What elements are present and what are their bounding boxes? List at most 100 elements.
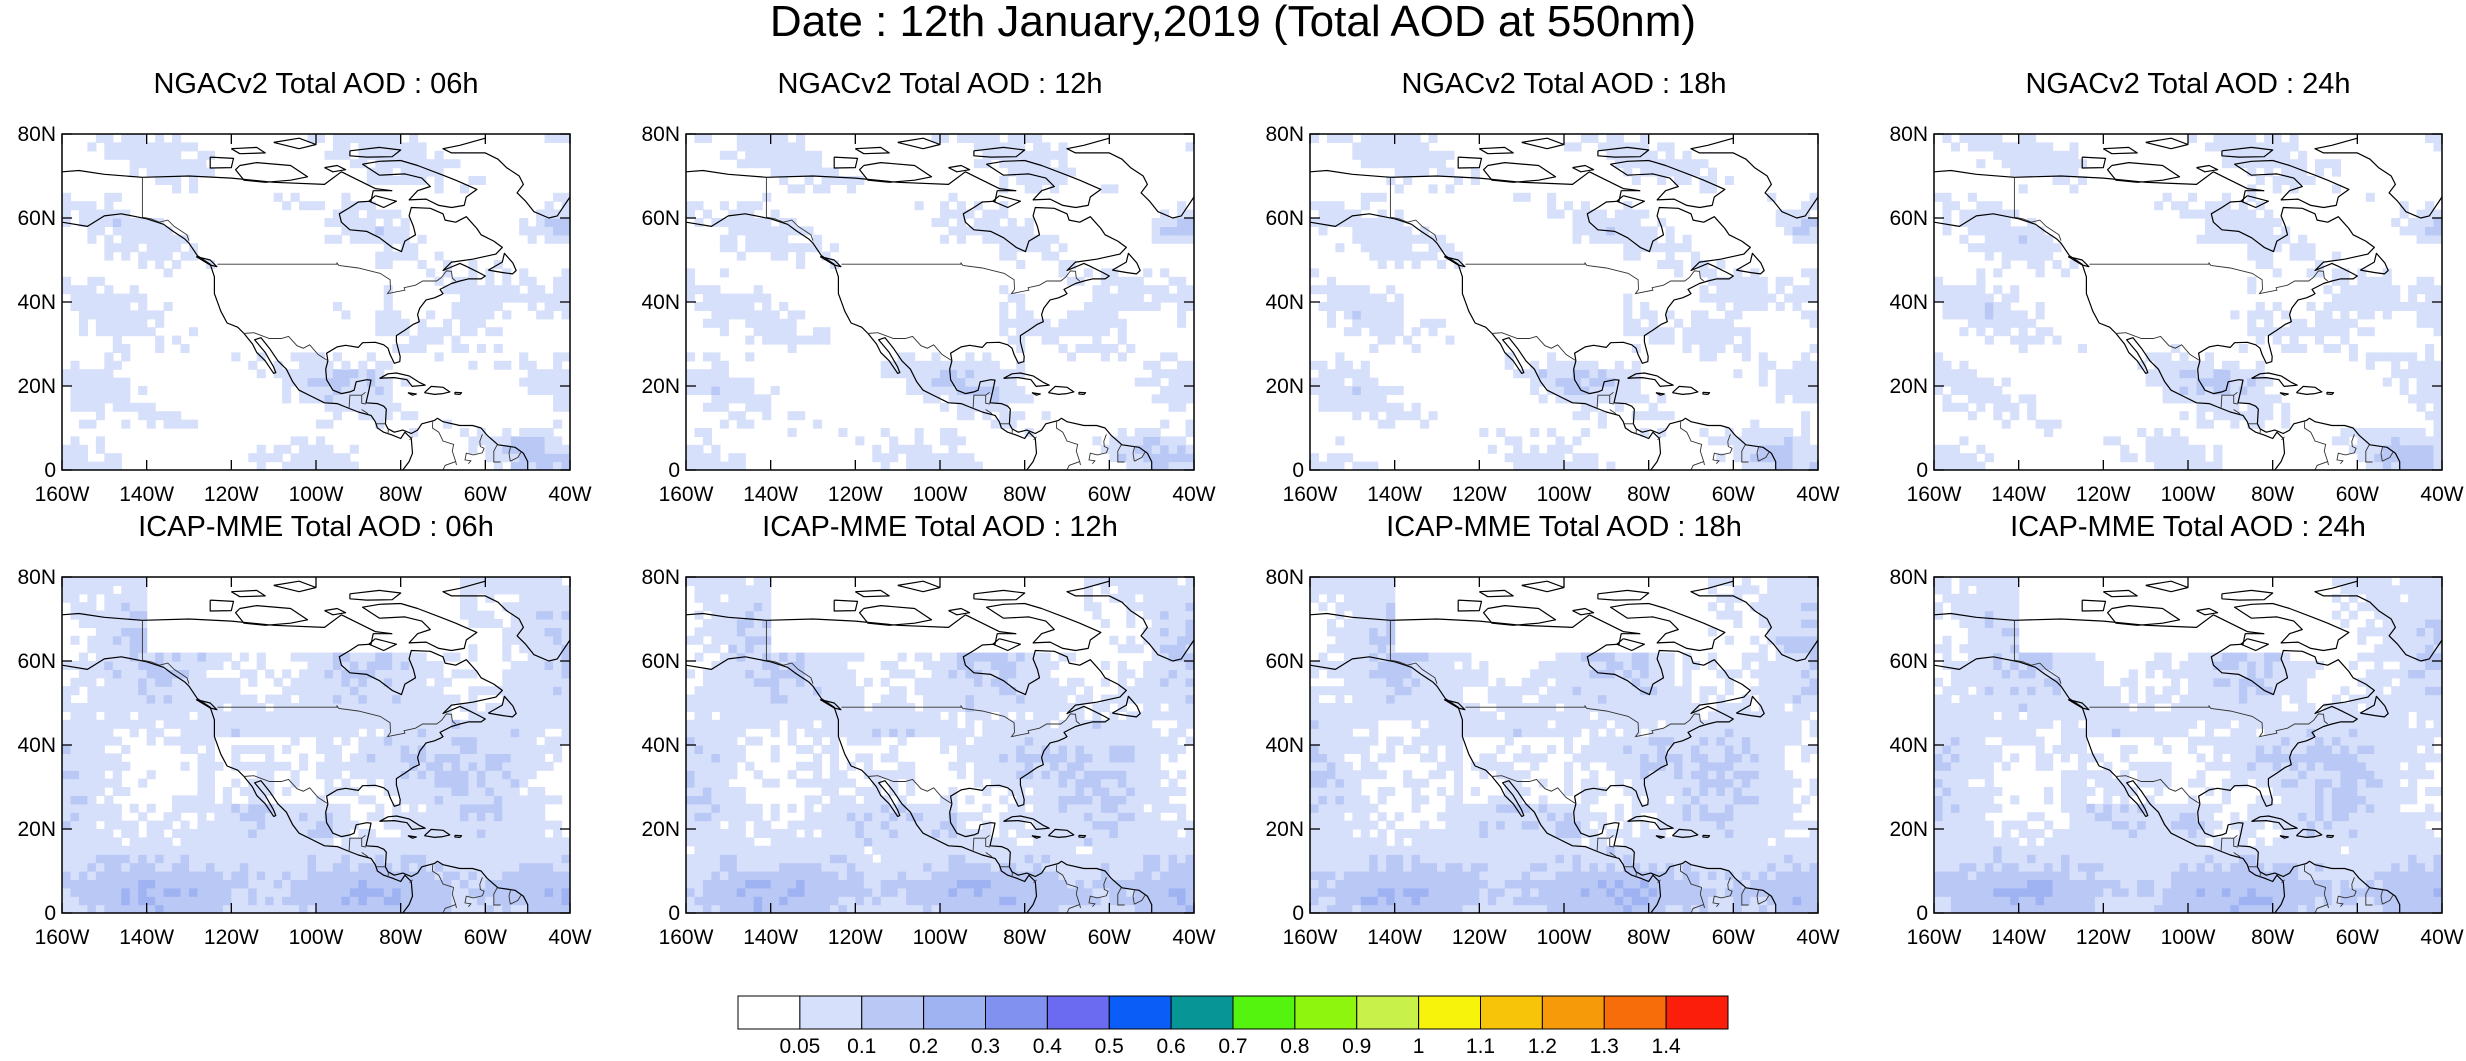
colorbar-label: 0.3 <box>971 1035 1000 1058</box>
lon-tick-label: 140W <box>743 926 798 949</box>
lon-tick-label: 60W <box>2336 926 2379 949</box>
lon-tick-label: 100W <box>289 926 344 949</box>
lat-tick-label: 80N <box>1265 566 1304 589</box>
lat-tick-label: 0 <box>668 902 680 925</box>
lon-tick-label: 120W <box>204 483 259 506</box>
colorbar-swatch <box>1047 996 1109 1029</box>
lon-tick-label: 60W <box>464 483 507 506</box>
colorbar-label: 1.4 <box>1652 1035 1682 1058</box>
lat-tick-label: 80N <box>17 566 56 589</box>
lat-tick-label: 60N <box>1889 207 1928 230</box>
lon-tick-label: 160W <box>1907 926 1962 949</box>
lon-tick-label: 100W <box>913 483 968 506</box>
lat-tick-label: 20N <box>1889 818 1928 841</box>
lon-tick-label: 40W <box>548 483 591 506</box>
lon-tick-label: 60W <box>464 926 507 949</box>
lon-tick-label: 60W <box>2336 483 2379 506</box>
lon-tick-label: 100W <box>1537 926 1592 949</box>
lon-tick-label: 120W <box>1452 483 1507 506</box>
lat-tick-label: 60N <box>1889 650 1928 673</box>
lon-tick-label: 80W <box>1003 926 1046 949</box>
lon-tick-label: 80W <box>2251 483 2294 506</box>
colorbar-label: 0.9 <box>1342 1035 1371 1058</box>
lon-tick-label: 100W <box>2161 926 2216 949</box>
lat-tick-label: 80N <box>1889 566 1928 589</box>
lon-tick-label: 80W <box>2251 926 2294 949</box>
lat-tick-label: 40N <box>1889 734 1928 757</box>
lon-tick-label: 60W <box>1088 483 1131 506</box>
main-title: Date : 12th January,2019 (Total AOD at 5… <box>0 0 2466 44</box>
colorbar-label: 1.1 <box>1466 1035 1495 1058</box>
lat-tick-label: 80N <box>1265 123 1304 146</box>
lat-tick-label: 60N <box>1265 650 1304 673</box>
colorbar-swatch <box>738 996 800 1029</box>
lon-tick-label: 120W <box>828 926 883 949</box>
lat-tick-label: 20N <box>1265 818 1304 841</box>
lat-tick-label: 0 <box>1292 902 1304 925</box>
lon-tick-label: 60W <box>1088 926 1131 949</box>
lat-tick-label: 20N <box>641 818 680 841</box>
colorbar-label: 0.2 <box>909 1035 938 1058</box>
lat-tick-label: 40N <box>1265 734 1304 757</box>
colorbar-swatch <box>1295 996 1357 1029</box>
colorbar-swatch <box>1233 996 1295 1029</box>
lat-tick-label: 40N <box>17 291 56 314</box>
lon-tick-label: 80W <box>379 483 422 506</box>
lat-tick-label: 20N <box>1889 375 1928 398</box>
lon-tick-label: 40W <box>2420 483 2463 506</box>
colorbar-swatch <box>924 996 986 1029</box>
lon-tick-label: 40W <box>548 926 591 949</box>
colorbar-label: 1.2 <box>1528 1035 1557 1058</box>
lat-tick-label: 0 <box>1916 459 1928 482</box>
lon-tick-label: 60W <box>1712 483 1755 506</box>
colorbar-swatch <box>1604 996 1666 1029</box>
lon-tick-label: 140W <box>1991 483 2046 506</box>
lat-tick-label: 40N <box>641 734 680 757</box>
colorbar-label: 0.05 <box>779 1035 820 1058</box>
lon-tick-label: 60W <box>1712 926 1755 949</box>
colorbar-swatch <box>800 996 862 1029</box>
lon-tick-label: 120W <box>2076 926 2131 949</box>
lon-tick-label: 40W <box>1796 483 1839 506</box>
colorbar-label: 0.4 <box>1033 1035 1063 1058</box>
lon-tick-label: 80W <box>379 926 422 949</box>
lat-tick-label: 60N <box>641 207 680 230</box>
lon-tick-label: 120W <box>828 483 883 506</box>
lon-tick-label: 160W <box>1283 926 1338 949</box>
lon-tick-label: 120W <box>204 926 259 949</box>
lon-tick-label: 160W <box>1283 483 1338 506</box>
colorbar-label: 0.6 <box>1157 1035 1186 1058</box>
colorbar-swatch <box>1357 996 1419 1029</box>
lat-tick-label: 20N <box>641 375 680 398</box>
lon-tick-label: 40W <box>1172 483 1215 506</box>
lon-tick-label: 120W <box>2076 483 2131 506</box>
colorbar-swatch <box>862 996 924 1029</box>
lon-tick-label: 140W <box>119 483 174 506</box>
lat-tick-label: 0 <box>44 902 56 925</box>
lon-tick-label: 80W <box>1003 483 1046 506</box>
lon-tick-label: 140W <box>1991 926 2046 949</box>
lon-tick-label: 160W <box>659 926 714 949</box>
lon-tick-label: 140W <box>1367 483 1422 506</box>
lat-tick-label: 60N <box>17 650 56 673</box>
lon-tick-label: 80W <box>1627 483 1670 506</box>
colorbar-swatch <box>1109 996 1171 1029</box>
lat-tick-label: 60N <box>1265 207 1304 230</box>
lat-tick-label: 0 <box>44 459 56 482</box>
colorbar-label: 0.7 <box>1218 1035 1247 1058</box>
lat-tick-label: 60N <box>641 650 680 673</box>
